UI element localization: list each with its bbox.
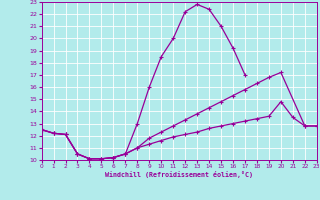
X-axis label: Windchill (Refroidissement éolien,°C): Windchill (Refroidissement éolien,°C): [105, 171, 253, 178]
